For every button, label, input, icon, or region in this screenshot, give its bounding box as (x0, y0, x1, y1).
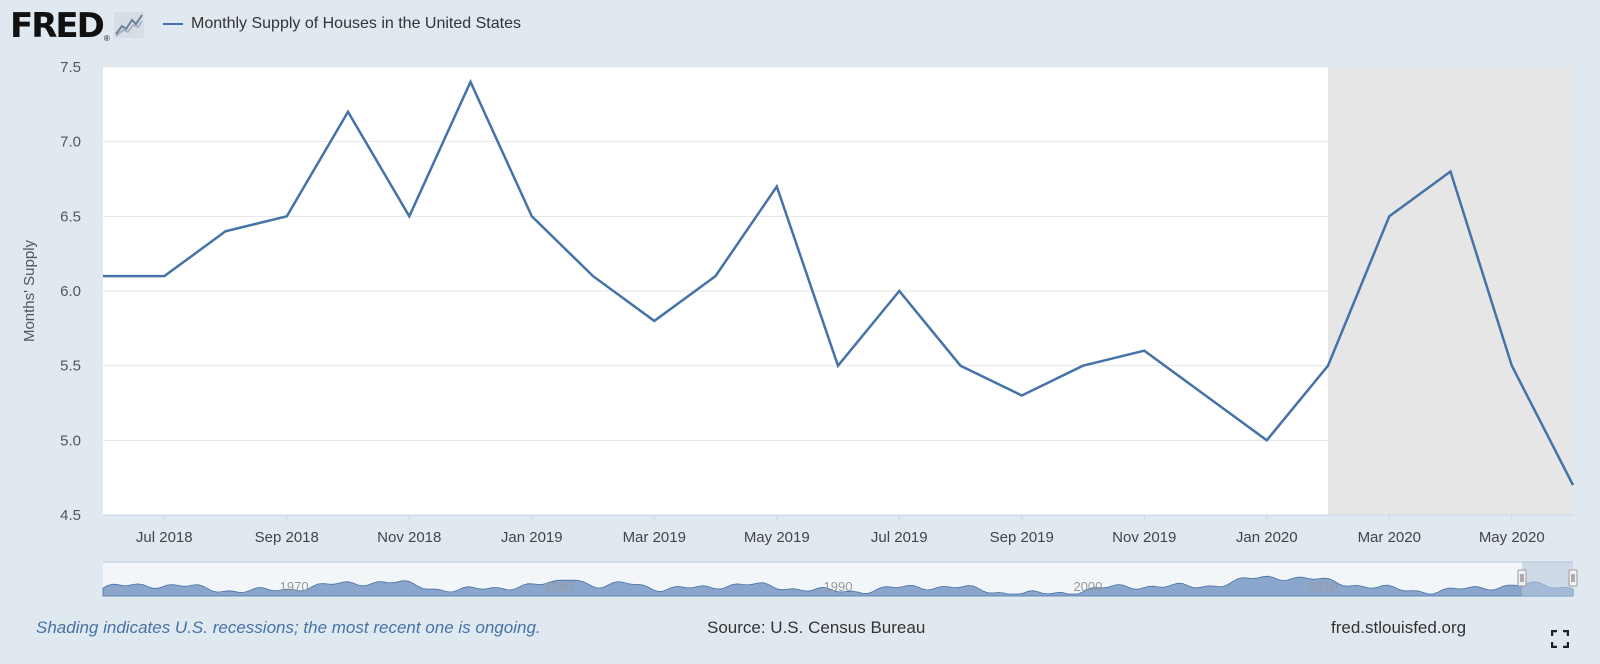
x-tick-label: Jan 2020 (1236, 529, 1298, 546)
logo-sparkline-icon (113, 12, 144, 38)
data-point[interactable] (896, 288, 902, 294)
data-point[interactable] (1080, 363, 1086, 369)
fred-logo[interactable]: FRED ® (10, 8, 144, 44)
chart-legend[interactable]: Monthly Supply of Houses in the United S… (163, 15, 521, 33)
x-tick-label: Nov 2018 (377, 529, 441, 546)
x-tick-label: Sep 2019 (990, 529, 1054, 546)
x-tick-label: Jan 2019 (501, 529, 563, 546)
data-point[interactable] (1386, 213, 1392, 219)
y-tick-labels: 4.5 5.0 5.5 6.0 6.5 7.0 7.5 (60, 59, 81, 524)
navigator-year-label: 1970 (280, 579, 309, 594)
data-point[interactable] (1509, 363, 1515, 369)
y-tick-label: 5.5 (60, 358, 81, 375)
fred-logo-text: FRED (10, 6, 105, 46)
fullscreen-icon[interactable] (1551, 630, 1569, 648)
data-point[interactable] (651, 318, 657, 324)
navigator-selected-range[interactable] (1522, 562, 1573, 596)
y-tick-label: 6.0 (60, 283, 81, 300)
navigator[interactable]: 1970 1980 1990 2000 2010 (102, 561, 1578, 597)
navigator-year-label: 2000 (1073, 579, 1102, 594)
legend-swatch (163, 23, 183, 25)
navigator-year-label: 1990 (824, 579, 853, 594)
x-tick-labels: Jul 2018 Sep 2018 Nov 2018 Jan 2019 Mar 2019… (136, 515, 1545, 546)
data-point[interactable] (284, 213, 290, 219)
y-tick-label: 7.0 (60, 134, 81, 151)
x-tick-label: May 2020 (1479, 529, 1545, 546)
data-point[interactable] (100, 273, 106, 279)
navigator-left-handle[interactable] (1517, 569, 1527, 587)
source-text: Source: U.S. Census Bureau (707, 618, 926, 637)
recession-note[interactable]: Shading indicates U.S. recessions; the m… (36, 618, 541, 637)
x-tick-label: Nov 2019 (1112, 529, 1176, 546)
navigator-year-label: 1980 (544, 579, 573, 594)
fred-url-link[interactable]: fred.stlouisfed.org (1331, 618, 1467, 637)
y-axis-title: Months' Supply (21, 239, 38, 342)
data-point[interactable] (1325, 363, 1331, 369)
navigator-series-area (102, 575, 1574, 597)
data-point[interactable] (958, 363, 964, 369)
x-tick-label: Jul 2019 (871, 529, 928, 546)
data-point[interactable] (1019, 393, 1025, 399)
data-point[interactable] (1448, 169, 1454, 175)
grid-lines (103, 66, 1573, 516)
data-point[interactable] (468, 79, 474, 85)
x-tick-label: Mar 2019 (623, 529, 686, 546)
registered-mark: ® (103, 34, 110, 43)
x-tick-label: May 2019 (744, 529, 810, 546)
navigator-year-labels: 1970 1980 1990 2000 2010 (280, 579, 1338, 594)
x-tick-label: Jul 2018 (136, 529, 193, 546)
data-point[interactable] (774, 183, 780, 189)
series-line[interactable] (103, 78, 1575, 486)
data-point[interactable] (161, 273, 167, 279)
navigator-right-handle[interactable] (1568, 569, 1578, 587)
data-point[interactable] (1264, 437, 1270, 443)
x-tick-label: Mar 2020 (1358, 529, 1421, 546)
x-tick-label: Sep 2018 (255, 529, 319, 546)
y-tick-label: 5.0 (60, 432, 81, 449)
data-point[interactable] (406, 213, 412, 219)
data-point[interactable] (223, 228, 229, 234)
data-point[interactable] (835, 363, 841, 369)
y-tick-label: 4.5 (60, 507, 81, 524)
data-point[interactable] (345, 109, 351, 115)
data-point[interactable] (713, 273, 719, 279)
data-point[interactable] (1570, 482, 1576, 488)
data-point[interactable] (1203, 393, 1209, 399)
data-point[interactable] (1141, 348, 1147, 354)
data-point[interactable] (590, 273, 596, 279)
y-tick-label: 6.5 (60, 208, 81, 225)
navigator-year-label: 2010 (1309, 579, 1338, 594)
legend-label: Monthly Supply of Houses in the United S… (191, 15, 521, 32)
y-tick-label: 7.5 (60, 59, 81, 76)
data-point[interactable] (529, 213, 535, 219)
